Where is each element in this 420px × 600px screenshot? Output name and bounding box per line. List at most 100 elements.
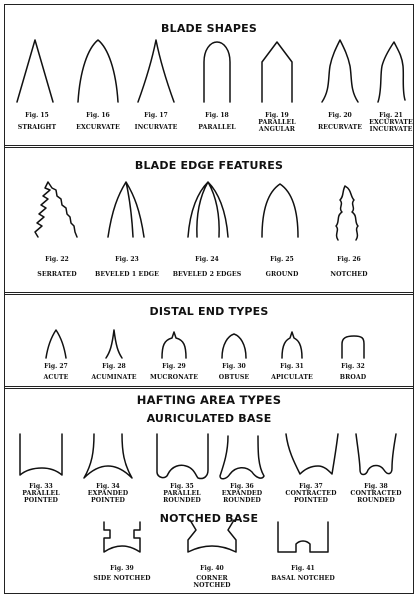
fig25-caption: Fig. 25 GROUND xyxy=(247,256,317,278)
fig16-caption: Fig. 16 EXCURVATE xyxy=(63,112,133,131)
fig41-label: BASAL NOTCHED xyxy=(271,575,335,583)
fig33-parallel-pointed-outline xyxy=(19,433,63,476)
fig28-number: Fig. 28 xyxy=(102,363,126,370)
fig22-number: Fig. 22 xyxy=(45,256,69,263)
fig33-label: PARALLEL POINTED xyxy=(22,490,60,505)
fig39-number: Fig. 39 xyxy=(110,565,134,572)
section-title-distal-end: DISTAL END TYPES xyxy=(149,305,269,318)
fig22-caption: Fig. 22 SERRATED xyxy=(22,256,92,278)
fig24-caption: Fig. 24 BEVELED 2 EDGES xyxy=(172,256,242,278)
fig40-label: CORNER NOTCHED xyxy=(193,575,231,590)
fig32-caption: Fig. 32 BROAD xyxy=(318,363,388,381)
fig17-number: Fig. 17 xyxy=(144,112,168,119)
fig34-label: EXPANDED POINTED xyxy=(87,490,129,505)
fig26-number: Fig. 26 xyxy=(337,256,361,263)
fig41-number: Fig. 41 xyxy=(291,565,315,572)
fig18-number: Fig. 18 xyxy=(205,112,229,119)
diagram-frame xyxy=(4,4,414,594)
fig23-caption: Fig. 23 BEVELED 1 EDGE xyxy=(92,256,162,278)
fig26-label: NOTCHED xyxy=(330,271,368,279)
fig23-label: BEVELED 1 EDGE xyxy=(95,271,159,279)
fig24-number: Fig. 24 xyxy=(195,256,219,263)
fig27-number: Fig. 27 xyxy=(44,363,68,370)
fig26-notched-outline xyxy=(335,185,359,241)
fig25-number: Fig. 25 xyxy=(270,256,294,263)
fig29-label: MUCRONATE xyxy=(149,374,199,382)
fig17-caption: Fig. 17 INCURVATE xyxy=(121,112,191,131)
fig18-caption: Fig. 18 PARALLEL xyxy=(182,112,252,131)
section-title-blade-edge: BLADE EDGE FEATURES xyxy=(134,159,284,172)
fig41-caption: Fig. 41 BASAL NOTCHED xyxy=(268,565,338,582)
fig21-number: Fig. 21 xyxy=(379,112,403,119)
section-divider xyxy=(4,386,414,389)
fig15-number: Fig. 15 xyxy=(25,112,49,119)
fig33-caption: Fig. 33 PARALLEL POINTED xyxy=(6,483,76,505)
fig17-incurvate-outline xyxy=(137,39,175,103)
fig38-label: CONTRACTED ROUNDED xyxy=(350,490,402,505)
fig31-label: APICULATE xyxy=(271,374,313,382)
fig32-broad-outline xyxy=(341,335,365,359)
fig30-caption: Fig. 30 OBTUSE xyxy=(199,363,269,381)
fig17-label: INCURVATE xyxy=(134,124,178,132)
fig40-number: Fig. 40 xyxy=(200,565,224,572)
fig15-straight-outline xyxy=(16,39,54,103)
fig38-contracted-rounded-outline xyxy=(355,433,397,476)
fig21-excurvate-incurvate-outline xyxy=(377,41,406,103)
fig35-label: PARALLEL ROUNDED xyxy=(163,490,201,505)
fig26-caption: Fig. 26 NOTCHED xyxy=(314,256,384,278)
fig36-caption: Fig. 36 EXPANDED ROUNDED xyxy=(207,483,277,505)
fig19-label: PARALLEL ANGULAR xyxy=(258,119,296,134)
fig37-contracted-pointed-outline xyxy=(285,433,339,475)
section-title-blade-shapes: BLADE SHAPES xyxy=(161,22,257,35)
fig19-number: Fig. 19 xyxy=(265,112,289,119)
fig35-number: Fig. 35 xyxy=(170,483,194,490)
fig39-caption: Fig. 39 SIDE NOTCHED xyxy=(87,565,157,582)
fig31-apiculate-outline xyxy=(281,331,303,359)
fig24-label: BEVELED 2 EDGES xyxy=(172,271,242,279)
fig28-label: ACUMINATE xyxy=(91,374,137,382)
fig34-caption: Fig. 34 EXPANDED POINTED xyxy=(73,483,143,505)
fig22-serrated-outline xyxy=(34,181,78,238)
fig34-number: Fig. 34 xyxy=(96,483,120,490)
fig32-label: BROAD xyxy=(339,374,367,382)
fig35-parallel-rounded-outline xyxy=(156,433,209,480)
fig27-acute-outline xyxy=(45,329,67,359)
fig33-number: Fig. 33 xyxy=(29,483,53,490)
fig40-corner-notched-outline xyxy=(187,519,237,553)
fig29-caption: Fig. 29 MUCRONATE xyxy=(139,363,209,381)
fig40-caption: Fig. 40 CORNER NOTCHED xyxy=(177,565,247,590)
fig27-label: ACUTE xyxy=(43,374,69,382)
fig30-label: OBTUSE xyxy=(218,374,250,382)
fig20-label: RECURVATE xyxy=(317,124,363,132)
fig25-ground-outline xyxy=(261,183,299,238)
subsection-title-auriculated: AURICULATED BASE xyxy=(146,412,272,425)
fig18-label: PARALLEL xyxy=(198,124,236,132)
fig21-label: EXCURVATE INCURVATE xyxy=(369,119,413,134)
fig18-parallel-outline xyxy=(203,41,231,103)
fig20-caption: Fig. 20 RECURVATE xyxy=(305,112,375,131)
section-divider xyxy=(4,145,414,148)
fig31-number: Fig. 31 xyxy=(280,363,304,370)
fig23-number: Fig. 23 xyxy=(115,256,139,263)
fig16-label: EXCURVATE xyxy=(76,124,120,132)
fig24-beveled-2-edges-outline xyxy=(187,181,229,238)
fig36-expanded-rounded-outline xyxy=(219,435,265,480)
fig37-label: CONTRACTED POINTED xyxy=(285,490,337,505)
fig22-label: SERRATED xyxy=(37,271,77,279)
fig30-number: Fig. 30 xyxy=(222,363,246,370)
fig19-parallel-angular-outline xyxy=(261,41,293,103)
fig35-caption: Fig. 35 PARALLEL ROUNDED xyxy=(147,483,217,505)
fig37-caption: Fig. 37 CONTRACTED POINTED xyxy=(276,483,346,505)
fig29-number: Fig. 29 xyxy=(162,363,186,370)
fig39-side-notched-outline xyxy=(103,521,141,553)
fig39-label: SIDE NOTCHED xyxy=(93,575,151,583)
fig38-number: Fig. 38 xyxy=(364,483,388,490)
fig38-caption: Fig. 38 CONTRACTED ROUNDED xyxy=(341,483,411,505)
section-divider xyxy=(4,292,414,295)
fig41-basal-notched-outline xyxy=(277,521,329,553)
fig21-caption: Fig. 21 EXCURVATE INCURVATE xyxy=(356,112,420,134)
fig25-label: GROUND xyxy=(265,271,299,279)
fig37-number: Fig. 37 xyxy=(299,483,323,490)
fig36-label: EXPANDED ROUNDED xyxy=(221,490,263,505)
